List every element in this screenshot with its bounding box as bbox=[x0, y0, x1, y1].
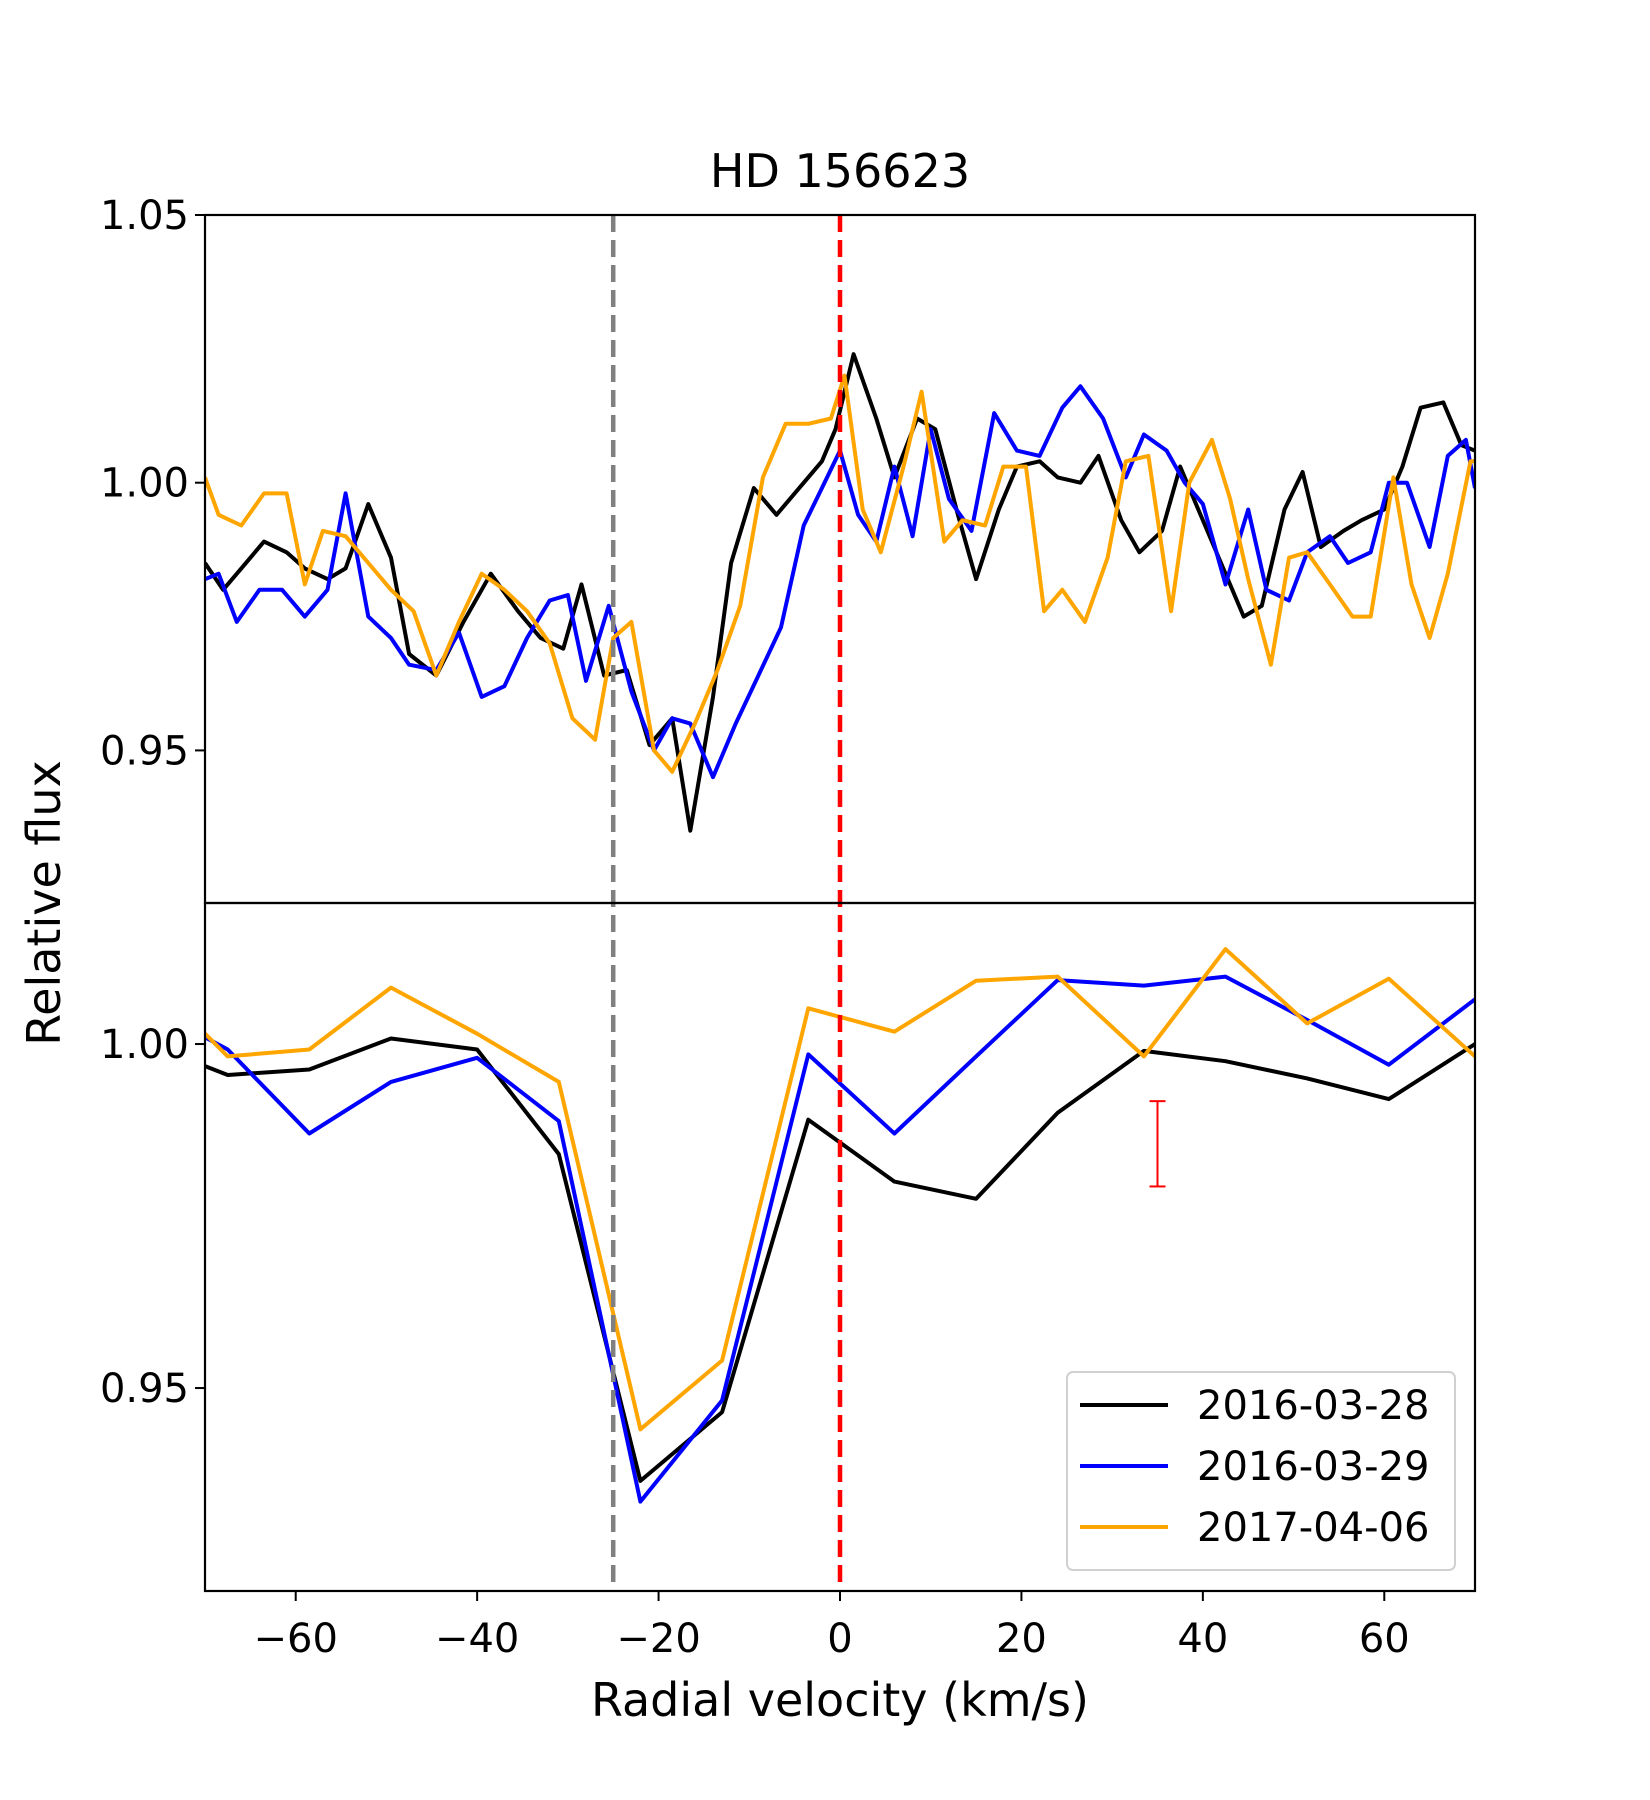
bottom-series-2017-04-06 bbox=[205, 947, 1475, 1432]
legend-label-2016-03-28: 2016-03-28 bbox=[1197, 1383, 1429, 1429]
top-series-group bbox=[205, 352, 1475, 833]
bottom-series-group bbox=[205, 947, 1475, 1504]
x-tick-label: −40 bbox=[435, 1616, 519, 1662]
legend: 2016-03-28 2016-03-29 2017-04-06 bbox=[1066, 1371, 1456, 1571]
top-series-2017-04-06 bbox=[205, 373, 1475, 774]
legend-box bbox=[1066, 1371, 1456, 1571]
chart-title: HD 156623 bbox=[710, 144, 970, 198]
x-tick-label: 0 bbox=[827, 1616, 852, 1662]
x-tick-label: −60 bbox=[254, 1616, 338, 1662]
top-y-tick-label: 1.00 bbox=[100, 461, 189, 507]
legend-label-2016-03-29: 2016-03-29 bbox=[1197, 1444, 1429, 1490]
x-tick-label: 40 bbox=[1177, 1616, 1228, 1662]
bottom-panel: 0.95 1.00 bbox=[100, 947, 1475, 1504]
x-axis-label: Radial velocity (km/s) bbox=[591, 1673, 1089, 1727]
legend-label-2017-04-06: 2017-04-06 bbox=[1197, 1505, 1429, 1551]
bottom-series-2016-03-28 bbox=[205, 1036, 1475, 1483]
top-y-ticks: 0.95 1.00 1.05 bbox=[100, 193, 205, 774]
x-tick-label: 60 bbox=[1359, 1616, 1410, 1662]
top-series-2016-03-28 bbox=[205, 352, 1475, 833]
y-axis-label: Relative flux bbox=[17, 760, 71, 1045]
x-tick-label: 20 bbox=[996, 1616, 1047, 1662]
bottom-series-2016-03-29 bbox=[205, 974, 1475, 1504]
top-panel: 0.95 1.00 1.05 bbox=[100, 193, 1475, 833]
bottom-y-tick-label: 1.00 bbox=[100, 1022, 189, 1068]
bottom-y-tick-label: 0.95 bbox=[100, 1366, 189, 1412]
top-y-tick-label: 1.05 bbox=[100, 193, 189, 239]
bottom-y-ticks: 0.95 1.00 bbox=[100, 1022, 205, 1412]
x-axis-ticks: −60 −40 −20 0 20 40 60 bbox=[254, 1591, 1410, 1662]
error-bar bbox=[1149, 1100, 1166, 1188]
top-y-tick-label: 0.95 bbox=[100, 728, 189, 774]
x-tick-label: −20 bbox=[616, 1616, 700, 1662]
